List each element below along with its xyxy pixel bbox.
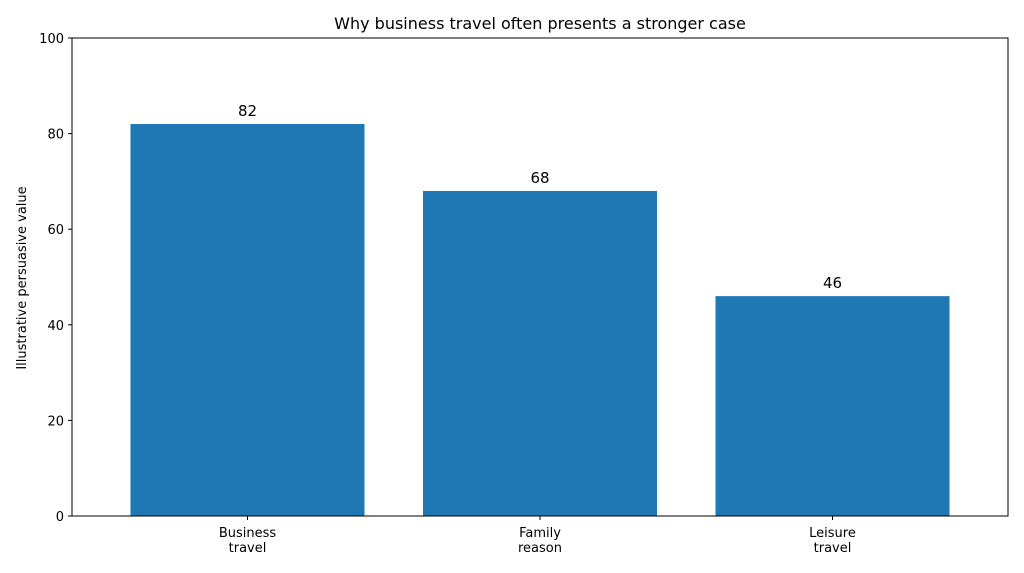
- x-tick-label-line: Leisure: [809, 526, 856, 541]
- bar-value-label-1: 68: [530, 169, 549, 187]
- y-tick-label-3: 60: [47, 223, 64, 238]
- x-tick-label-line: travel: [229, 541, 267, 556]
- x-tick-label-line: Business: [219, 526, 277, 541]
- plot-frame: [71, 37, 1009, 517]
- bar-value-label-2: 46: [823, 274, 842, 292]
- x-tick-label-0: Business travel: [219, 526, 277, 556]
- data-labels-group: 82 68 46: [238, 102, 842, 292]
- y-axis-ticks: 0 20 40 60 80 100: [39, 32, 72, 525]
- bars-group: [130, 124, 950, 516]
- x-tick-label-1: Family reason: [518, 526, 562, 556]
- x-tick-label-line: travel: [814, 541, 852, 556]
- y-tick-label-2: 40: [47, 319, 64, 334]
- bar-1: [423, 190, 657, 516]
- chart-title: Why business travel often presents a str…: [334, 14, 746, 33]
- y-tick-label-1: 20: [47, 414, 64, 429]
- y-tick-label-0: 0: [56, 510, 64, 525]
- x-tick-label-2: Leisure travel: [809, 526, 856, 556]
- bar-value-label-0: 82: [238, 102, 257, 120]
- bar-2: [715, 296, 950, 516]
- y-tick-label-5: 100: [39, 32, 64, 47]
- x-tick-label-line: reason: [518, 541, 562, 556]
- y-tick-label-4: 80: [47, 128, 64, 143]
- x-tick-label-line: Family: [519, 526, 561, 541]
- bar-0: [130, 124, 365, 516]
- y-axis-label: Illustrative persuasive value: [15, 186, 30, 369]
